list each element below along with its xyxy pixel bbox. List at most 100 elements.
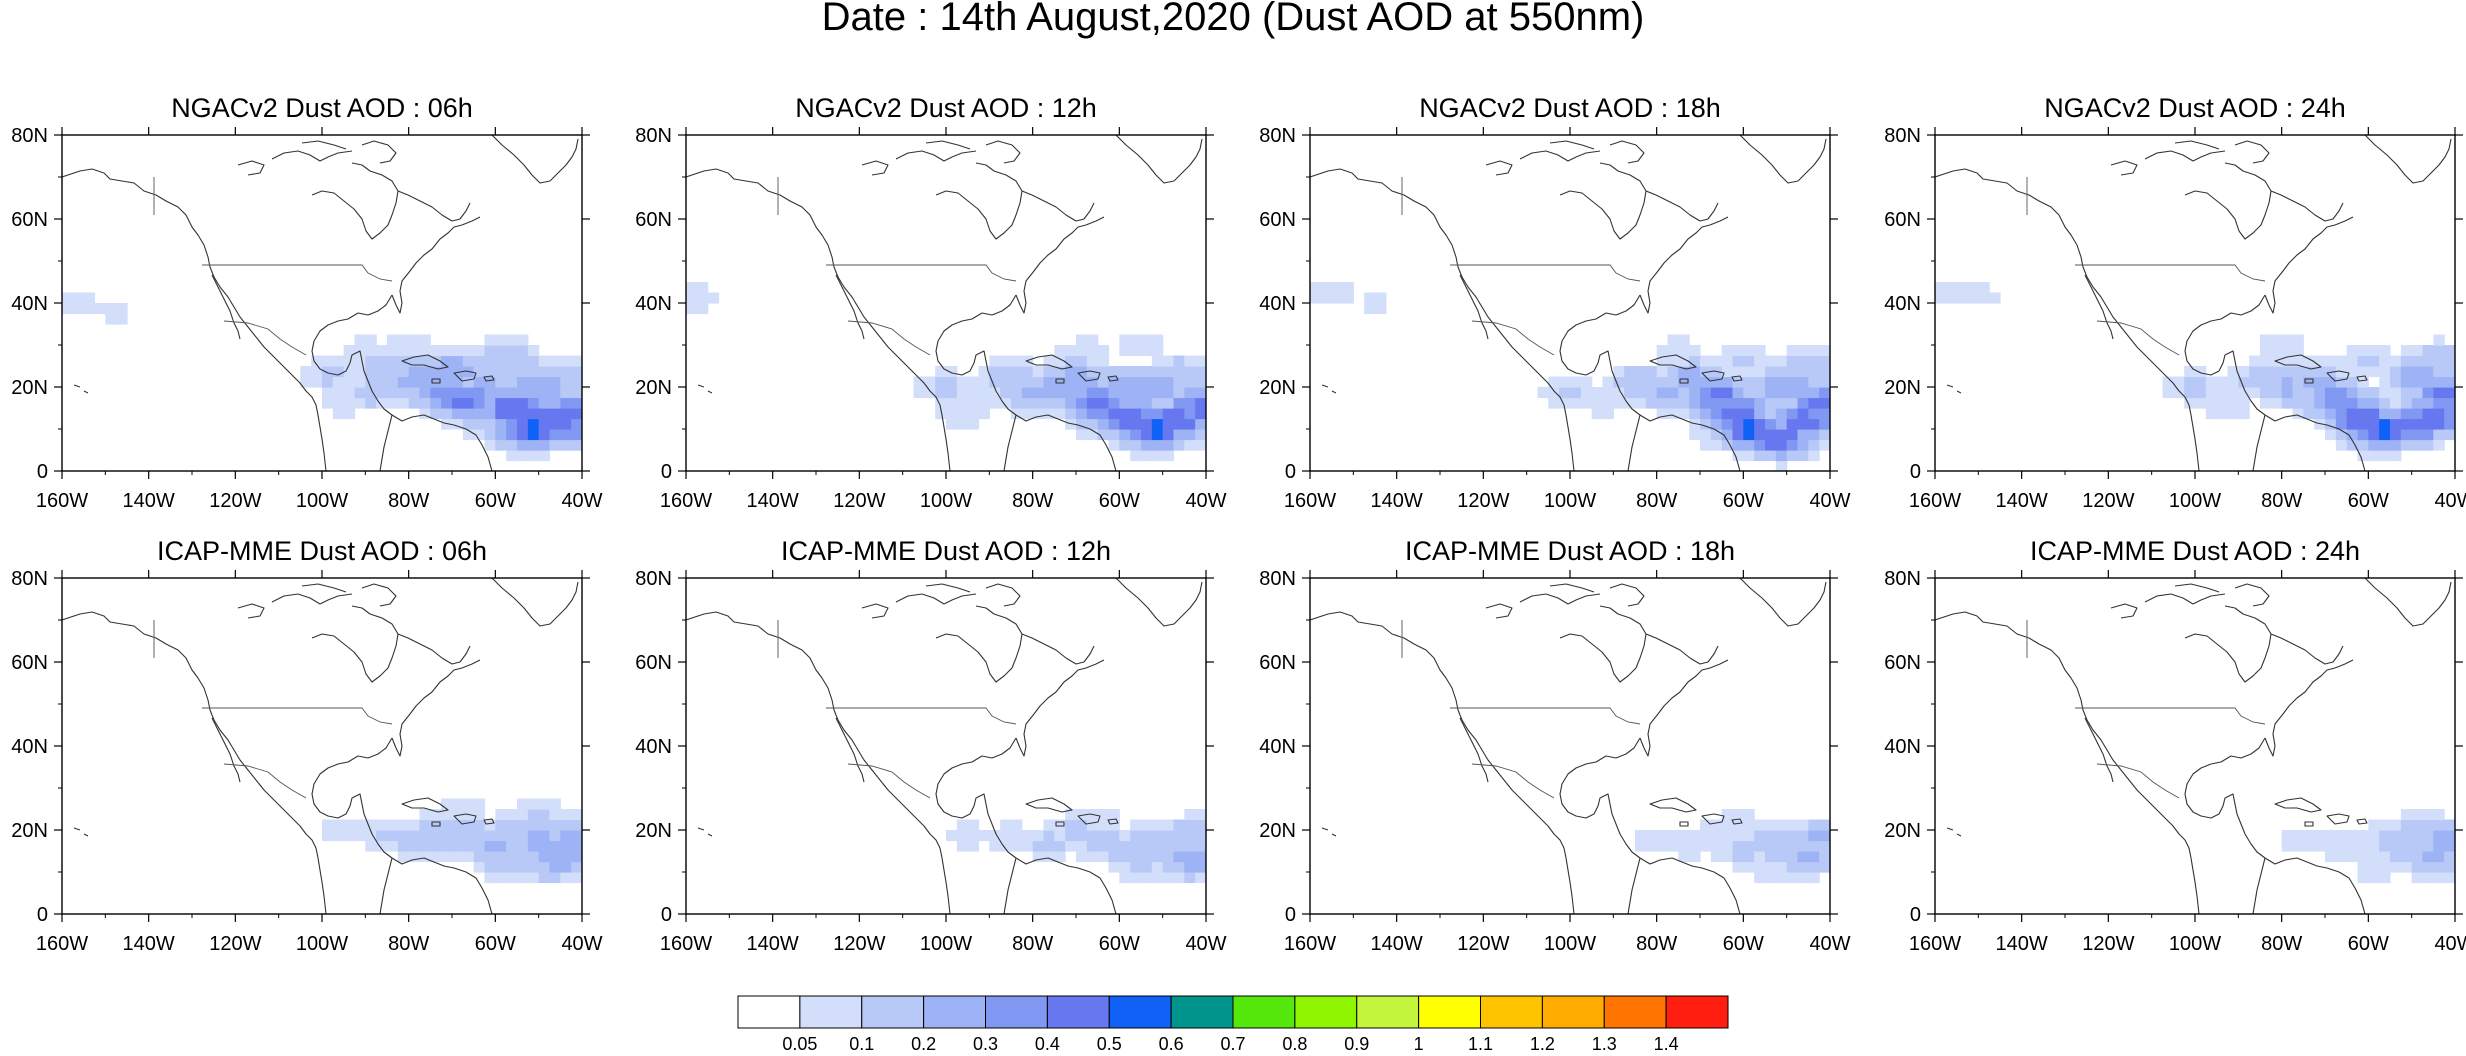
aod-cell: [462, 397, 475, 409]
aod-cell: [473, 408, 486, 420]
aod-cell: [376, 819, 388, 831]
aod-cell: [1021, 830, 1034, 842]
aod-cell: [935, 397, 947, 409]
aod-cell: [1743, 809, 1755, 821]
aod-cell: [1765, 450, 1777, 462]
aod-cell: [2390, 387, 2402, 399]
colorbar-label: 0.6: [1159, 1034, 1184, 1054]
aod-cell: [1162, 387, 1175, 399]
x-tick-label: 160W: [1284, 490, 1336, 512]
aod-cell: [2335, 429, 2348, 441]
aod-cell: [1591, 397, 1604, 409]
aod-cell: [1667, 840, 1679, 852]
aod-cell: [1141, 429, 1153, 441]
aod-cell: [538, 439, 551, 451]
aod-cell: [2433, 345, 2445, 357]
aod-cell: [1184, 376, 1196, 388]
aod-cell: [484, 387, 496, 399]
aod-cell: [1732, 450, 1744, 462]
aod-cell: [1151, 872, 1164, 884]
aod-cell: [2368, 366, 2380, 378]
aod-cell: [462, 376, 475, 388]
aod-cell: [1978, 282, 1990, 294]
aod-cell: [83, 292, 96, 304]
colorbar-swatch: [1665, 995, 1729, 1029]
colorbar-swatch: [1603, 995, 1667, 1029]
aod-cell: [1151, 418, 1164, 430]
aod-cell: [495, 840, 507, 852]
y-tick-label: 0: [1285, 904, 1296, 926]
aod-cell: [473, 861, 486, 873]
aod-cell: [452, 397, 464, 409]
aod-cell: [484, 334, 496, 346]
aod-cell: [1054, 355, 1066, 367]
aod-cell: [1678, 366, 1690, 378]
aod-cell: [2292, 355, 2304, 367]
aod-cell: [946, 418, 958, 430]
aod-cell: [2314, 408, 2326, 420]
x-tick-label: 140W: [747, 933, 799, 955]
aod-cell: [1808, 439, 1820, 451]
aod-cell: [2368, 418, 2380, 430]
aod-cell: [1710, 397, 1723, 409]
aod-cell: [2346, 418, 2359, 430]
aod-cell: [978, 387, 990, 399]
aod-cell: [430, 376, 442, 388]
x-tick-label: 40W: [561, 490, 602, 512]
aod-cell: [2346, 387, 2359, 399]
x-tick-label: 160W: [660, 490, 712, 512]
aod-cell: [506, 450, 518, 462]
y-tick-label: 80N: [1884, 568, 1921, 590]
x-tick-label: 120W: [2082, 933, 2134, 955]
aod-cell: [1043, 366, 1055, 378]
aod-cell: [2325, 376, 2337, 388]
x-tick-label: 40W: [1185, 933, 1226, 955]
aod-cell: [1342, 282, 1354, 294]
aod-cell: [2281, 840, 2294, 852]
aod-cell: [1173, 851, 1185, 863]
aod-cell: [484, 830, 496, 842]
aod-cell: [2325, 840, 2337, 852]
aod-cell: [517, 819, 529, 831]
aod-cell: [2433, 376, 2445, 388]
aod-cell: [2379, 830, 2391, 842]
aod-cell: [956, 830, 969, 842]
aod-cell: [1743, 408, 1755, 420]
aod-cell: [473, 840, 486, 852]
aod-cell: [1011, 366, 1023, 378]
aod-cell: [311, 366, 323, 378]
aod-cell: [1967, 282, 1979, 294]
aod-cell: [408, 851, 421, 863]
aod-cell: [1162, 819, 1175, 831]
aod-cell: [1141, 851, 1153, 863]
aod-cell: [397, 334, 410, 346]
aod-cell: [2411, 345, 2424, 357]
aod-cell: [1667, 334, 1679, 346]
aod-cell: [354, 819, 366, 831]
map-plot-area: [1935, 135, 2455, 471]
aod-cell: [1097, 355, 1110, 367]
aod-cell: [1184, 851, 1196, 863]
aod-cell: [1054, 408, 1066, 420]
colorbar-swatch: [1418, 995, 1482, 1029]
x-tick-label: 100W: [1544, 490, 1596, 512]
aod-cell: [1054, 397, 1066, 409]
aod-cell: [419, 408, 431, 420]
aod-cell: [1184, 861, 1196, 873]
aod-cell: [2422, 376, 2434, 388]
aod-cell: [2411, 840, 2424, 852]
aod-cell: [1710, 830, 1723, 842]
aod-cell: [1765, 408, 1777, 420]
aod-cell: [1076, 355, 1088, 367]
aod-cell: [1786, 408, 1799, 420]
aod-cell: [1054, 345, 1066, 357]
aod-cell: [1076, 819, 1088, 831]
aod-cell: [1108, 840, 1120, 852]
aod-cell: [1786, 840, 1799, 852]
aod-cell: [441, 830, 453, 842]
aod-cell: [506, 376, 518, 388]
aod-cell: [1678, 408, 1690, 420]
aod-cell: [1173, 418, 1185, 430]
aod-cell: [462, 355, 475, 367]
aod-cell: [571, 366, 582, 378]
